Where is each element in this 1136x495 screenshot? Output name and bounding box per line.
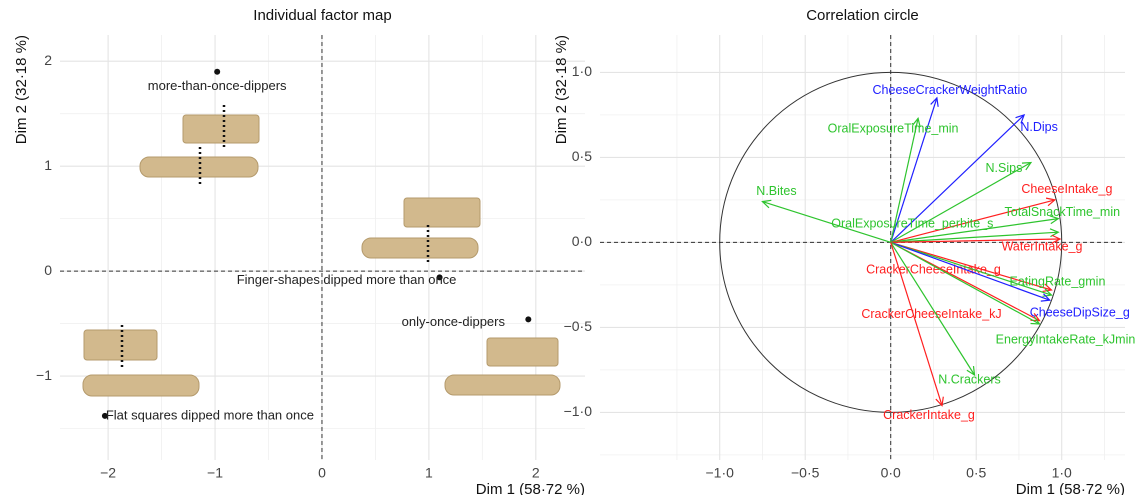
arrow (890, 241, 1050, 301)
arrow (890, 114, 1025, 243)
arrow-label: EatingRate_gmin (1010, 274, 1106, 288)
arrow-head (1021, 161, 1033, 171)
arrow-head (1040, 293, 1052, 302)
cracker-images (82, 105, 561, 397)
cracker-tile (83, 329, 158, 361)
point-label: more-than-once-dippers (148, 78, 287, 93)
arrow (890, 218, 1059, 243)
chart-title: Individual factor map (253, 7, 391, 24)
arrow-head (1030, 316, 1041, 325)
x-tick-label: 2 (532, 465, 540, 481)
arrow-head (1045, 197, 1057, 207)
arrow-head (1042, 283, 1053, 293)
arrow-label: WaterIntake_g (1002, 239, 1083, 253)
arrow (890, 231, 1059, 243)
point (101, 412, 108, 419)
cracker-finger (444, 374, 561, 396)
arrow-label: CrackerCheeseIntake_kJ (861, 307, 1001, 321)
chart-title: Correlation circle (806, 7, 919, 24)
point-label: only-once-dippers (402, 314, 506, 329)
y-tick-label: 0·0 (572, 233, 592, 249)
point (214, 68, 221, 75)
x-axis-label: Dim 1 (58·72 %) (1016, 481, 1125, 495)
arrow-label: OralExposureTime_perbite_s (831, 216, 993, 230)
arrow (890, 241, 1052, 296)
y-axis-label: Dim 2 (32·18 %) (13, 35, 30, 144)
y-tick-label: 1·0 (572, 63, 592, 79)
arrow-label: N.Sips (986, 161, 1023, 175)
arrow-label: EnergyIntakeRate_kJmin (996, 332, 1136, 346)
point-label: Finger-shapes dipped more than once (237, 272, 457, 287)
arrow-label: N.Crackers (938, 372, 1001, 386)
arrow-head (761, 199, 772, 209)
unit-circle (719, 71, 1063, 413)
arrow-label: OralExposureTime_min (828, 122, 959, 136)
y-axis-label: Dim 2 (32·18 %) (553, 35, 570, 144)
x-tick-label: 0·0 (881, 465, 901, 481)
cracker-tile (182, 114, 260, 144)
arrow-head (912, 116, 921, 128)
x-tick-label: −1 (207, 465, 223, 481)
arrow (890, 242, 943, 406)
arrow-head (1015, 113, 1026, 124)
point-label: Flat squares dipped more than once (106, 407, 314, 422)
cracker-finger (361, 237, 479, 259)
arrow (890, 241, 1040, 325)
cracker-tile (486, 337, 559, 367)
arrow (890, 199, 1056, 243)
arrow (890, 241, 1052, 291)
x-tick-label: 0·5 (966, 465, 986, 481)
arrow-head (1051, 234, 1062, 244)
y-tick-label: −1 (36, 367, 52, 383)
arrow-label: TotalSnackTime_min (1005, 205, 1121, 219)
y-tick-label: 2 (44, 52, 52, 68)
x-tick-label: 1 (425, 465, 433, 481)
point (436, 274, 443, 281)
arrow-label: CheeseCrackerWeightRatio (873, 83, 1028, 97)
y-tick-label: 0·5 (572, 148, 592, 164)
y-tick-label: −0·5 (564, 318, 593, 334)
y-tick-label: 1 (44, 157, 52, 173)
arrow-label: CheeseIntake_g (1021, 182, 1112, 196)
arrow-label: CheeseDipSize_g (1030, 305, 1130, 319)
x-axis-label: Dim 1 (58·72 %) (476, 481, 585, 495)
arrow (890, 161, 1032, 243)
x-tick-label: −1·0 (705, 465, 734, 481)
arrow-label: N.Dips (1020, 120, 1058, 134)
x-tick-label: 1·0 (1052, 465, 1072, 481)
arrow-head (935, 396, 944, 407)
cracker-finger (82, 374, 200, 397)
point (525, 316, 532, 323)
arrow (890, 238, 1061, 243)
x-tick-label: −0·5 (791, 465, 820, 481)
arrow-head (930, 96, 939, 107)
arrow (890, 242, 976, 376)
arrow (890, 118, 919, 243)
arrow-label: CrackerIntake_g (883, 408, 975, 422)
arrow-head (1049, 228, 1060, 238)
arrow-head (1049, 215, 1060, 225)
arrow (762, 201, 891, 243)
cracker-tile (403, 197, 481, 228)
y-tick-label: 0 (44, 262, 52, 278)
x-tick-label: 0 (318, 465, 326, 481)
y-tick-label: −1·0 (564, 403, 593, 419)
arrow-head (966, 365, 976, 377)
x-tick-label: −2 (100, 465, 116, 481)
arrow (890, 97, 938, 243)
arrow-label: N.Bites (756, 184, 796, 198)
